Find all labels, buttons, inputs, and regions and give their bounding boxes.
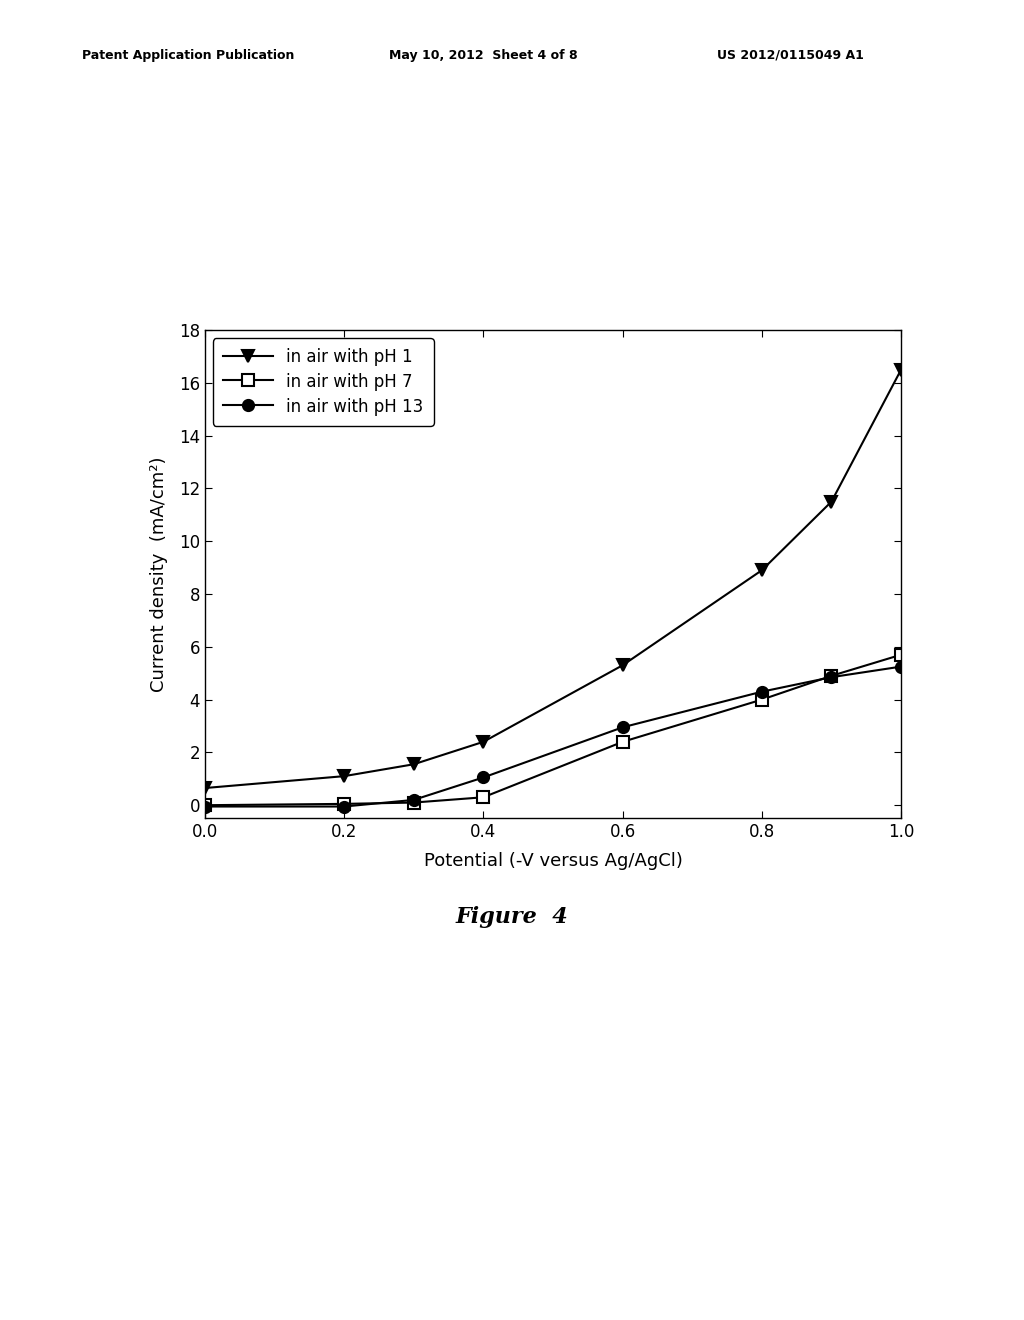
in air with pH 1: [338, 768, 350, 784]
Line: in air with pH 13: in air with pH 13: [200, 661, 906, 812]
in air with pH 7: [756, 692, 768, 708]
Line: in air with pH 1: in air with pH 1: [200, 364, 906, 793]
in air with pH 7: [616, 734, 629, 750]
in air with pH 7: [895, 647, 907, 663]
Y-axis label: Current density  (mA/cm²): Current density (mA/cm²): [150, 457, 168, 692]
in air with pH 1: [895, 362, 907, 378]
in air with pH 1: [199, 780, 211, 796]
in air with pH 7: [199, 797, 211, 813]
X-axis label: Potential (-V versus Ag/AgCl): Potential (-V versus Ag/AgCl): [424, 853, 682, 870]
in air with pH 1: [477, 734, 489, 750]
in air with pH 7: [338, 796, 350, 812]
in air with pH 7: [408, 795, 420, 810]
in air with pH 13: [895, 659, 907, 675]
in air with pH 13: [199, 799, 211, 814]
in air with pH 13: [756, 684, 768, 700]
Text: Figure  4: Figure 4: [456, 907, 568, 928]
in air with pH 7: [477, 789, 489, 805]
Legend: in air with pH 1, in air with pH 7, in air with pH 13: in air with pH 1, in air with pH 7, in a…: [213, 338, 434, 425]
in air with pH 1: [408, 756, 420, 772]
in air with pH 1: [825, 494, 838, 510]
in air with pH 13: [408, 792, 420, 808]
Text: May 10, 2012  Sheet 4 of 8: May 10, 2012 Sheet 4 of 8: [389, 49, 578, 62]
in air with pH 13: [477, 770, 489, 785]
in air with pH 13: [825, 669, 838, 685]
in air with pH 13: [616, 719, 629, 735]
Text: Patent Application Publication: Patent Application Publication: [82, 49, 294, 62]
in air with pH 1: [616, 657, 629, 673]
in air with pH 1: [756, 562, 768, 578]
Text: US 2012/0115049 A1: US 2012/0115049 A1: [717, 49, 863, 62]
in air with pH 13: [338, 799, 350, 814]
in air with pH 7: [825, 668, 838, 684]
Line: in air with pH 7: in air with pH 7: [200, 649, 906, 810]
